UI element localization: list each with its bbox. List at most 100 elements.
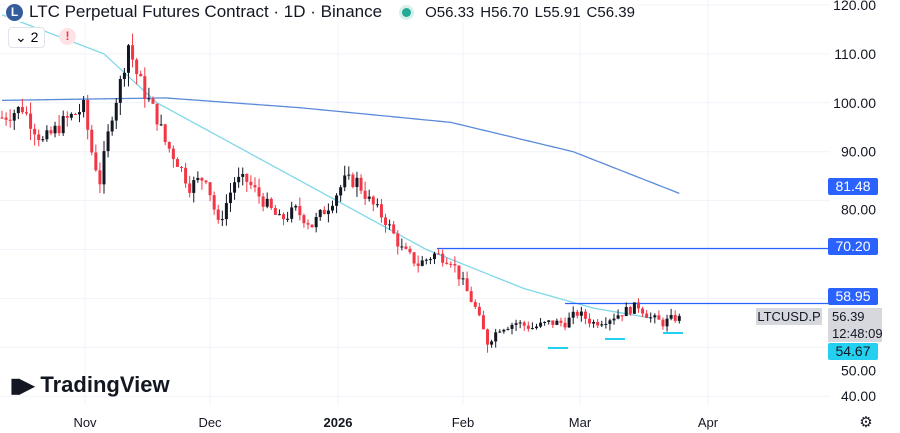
high-value: H56.70 [480,3,529,21]
candle-body [547,320,551,322]
ma200-line [1,97,680,194]
candle-body [641,308,645,314]
candle-body [114,102,118,121]
candle-body [335,195,339,206]
candle-body [420,260,424,266]
candle-body [514,323,518,325]
candle-body [192,180,196,193]
candle-body [294,205,298,208]
candle-body [167,142,171,149]
candle-body [494,332,498,342]
candle-body [441,253,445,263]
candle-body [543,321,547,323]
candle-body [632,302,636,314]
ma200-price-label: 81.48 [828,178,878,195]
candle-body [228,192,232,204]
candle-body [473,301,477,307]
candle-body [351,174,355,187]
candle-body [322,209,326,215]
candle-body [204,180,208,183]
y-tick-label: 50.00 [841,362,876,378]
candle-body [526,325,530,329]
candle-body [665,318,669,327]
bar-countdown: 12:48:09 [832,326,882,341]
candle-body [620,315,624,317]
symbol-label: LTCUSD.P [756,308,822,325]
candle-body [155,103,159,125]
candle-body [449,263,453,265]
candle-body [465,278,469,292]
candle-body [37,134,41,141]
candle-body [628,306,632,314]
y-tick-label: 90.00 [841,144,876,160]
indicators-toggle[interactable]: ⌄ 2 [8,27,46,48]
candle-body [302,215,306,224]
candle-body [273,208,277,215]
candle-body [559,320,563,323]
candle-body [355,177,359,187]
candle-body [245,173,249,182]
candle-body [0,117,4,119]
candle-body [432,253,436,260]
candle-body [249,181,253,186]
candle-body [600,324,604,326]
candle-body [24,112,28,114]
candle-body [126,45,130,73]
candle-body [131,45,135,60]
open-value: O56.33 [425,3,475,21]
x-tick-label: Feb [452,415,474,430]
candle-body [408,248,412,253]
candle-body [477,306,481,316]
warning-icon[interactable]: ! [59,28,76,45]
candle-body [20,106,24,113]
candle-body [596,322,600,326]
candle-body [224,203,228,220]
x-tick-label: Dec [198,415,222,430]
candle-body [318,209,322,218]
candle-body [310,224,314,228]
candle-body [86,99,90,130]
candle-body [657,315,661,320]
last-price-label: 56.39 12:48:09 [828,308,882,342]
candle-body [339,187,343,196]
line-price-label-1: 70.20 [828,238,878,255]
candle-body [388,224,392,226]
candle-body [159,124,163,126]
candle-body [135,59,139,75]
candle-body [510,324,514,329]
tradingview-logo: ▮▶ TradingView [10,372,170,398]
candle-body [359,177,363,191]
symbol-title[interactable]: LTC Perpetual Futures Contract · 1D · Bi… [29,2,383,21]
candle-body [102,151,106,185]
candle-body [69,113,73,118]
candle-body [567,317,571,328]
candle-body [424,259,428,261]
candle-body [8,119,12,121]
candle-body [636,302,640,309]
candle-body [404,246,408,249]
candle-body [90,129,94,153]
candle-body [220,219,224,221]
candle-body [188,183,192,193]
candle-body [106,131,110,152]
candle-body [241,173,245,177]
candle-body [384,217,388,226]
candle-body [143,76,147,100]
candle-body [171,148,175,160]
candle-body [375,204,379,206]
candle-body [180,166,184,168]
candle-body [371,196,375,205]
candle-body [233,182,237,193]
close-value: C56.39 [586,3,635,21]
settings-gear-icon[interactable]: ⚙ [859,414,872,431]
candle-body [277,214,281,216]
candle-body [163,124,167,143]
candle-body [290,207,294,219]
candle-body [184,167,188,184]
ma50-line [1,14,651,319]
candle-body [453,264,457,266]
candle-body [49,130,53,134]
candle-body [534,326,538,329]
candle-body [498,331,502,333]
